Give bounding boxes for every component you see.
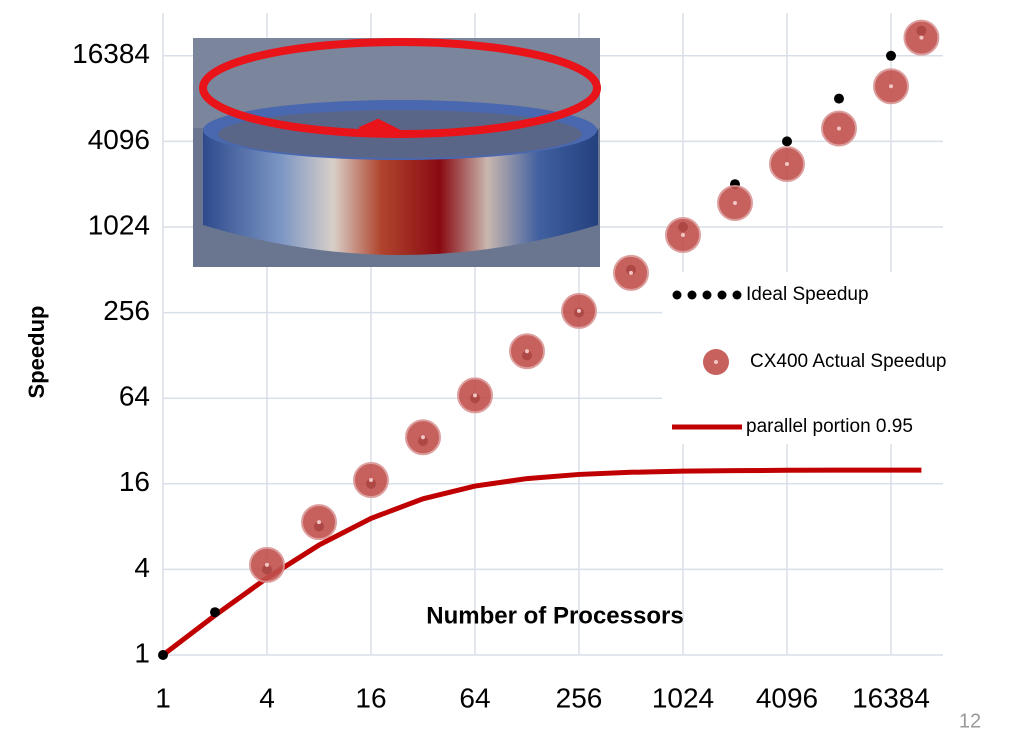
x-tick-label: 1	[155, 682, 171, 713]
data-point	[302, 505, 336, 539]
data-point	[354, 463, 388, 497]
x-tick-label: 1024	[652, 682, 714, 713]
x-axis-title: Number of Processors	[426, 602, 683, 629]
legend-label: parallel portion 0.95	[746, 416, 913, 437]
ideal-dot	[210, 607, 220, 617]
page-number: 12	[959, 710, 981, 732]
marker-center	[317, 520, 321, 524]
inset-image	[193, 38, 600, 267]
x-tick-label: 16384	[852, 682, 930, 713]
x-tick-label: 4	[259, 682, 275, 713]
y-tick-label: 16	[119, 466, 150, 497]
data-point	[718, 186, 752, 220]
data-point	[510, 334, 544, 368]
data-point	[458, 378, 492, 412]
ideal-dot	[782, 136, 792, 146]
marker-center	[785, 162, 789, 166]
legend-swatch	[673, 291, 682, 300]
x-tick-label: 4096	[756, 682, 818, 713]
chart: Ideal Speedup CX400 Actual Speedup paralle…	[0, 0, 1021, 734]
y-axis-title: Speedup	[24, 306, 49, 399]
marker-center	[837, 126, 841, 130]
data-point	[770, 147, 804, 181]
y-tick-label: 4	[134, 552, 150, 583]
legend-label: CX400 Actual Speedup	[750, 351, 947, 372]
y-tick-label: 4096	[88, 124, 150, 155]
y-tick-label: 16384	[72, 38, 150, 69]
y-tick-label: 1	[134, 637, 150, 668]
ideal-dot	[834, 94, 844, 104]
data-point	[874, 69, 908, 103]
data-point	[562, 294, 596, 328]
page: {"chart_data": {"type": "line", "xlabel"…	[0, 0, 1021, 734]
marker-center	[681, 233, 685, 237]
marker-center	[577, 309, 581, 313]
marker-center	[421, 435, 425, 439]
data-point	[666, 218, 700, 252]
y-tick-label: 64	[119, 381, 150, 412]
marker-center	[889, 84, 893, 88]
data-point	[250, 548, 284, 582]
y-tick-label: 256	[103, 295, 150, 326]
marker-center	[473, 393, 477, 397]
data-point	[406, 420, 440, 454]
legend-swatch	[703, 291, 712, 300]
x-tick-label: 16	[355, 682, 386, 713]
data-point	[904, 21, 938, 55]
marker-center	[919, 36, 923, 40]
marker-center	[369, 478, 373, 482]
y-tick-label: 1024	[88, 209, 150, 240]
marker-center	[265, 563, 269, 567]
legend-swatch	[688, 291, 697, 300]
ideal-dot	[158, 650, 168, 660]
legend-swatch	[733, 291, 742, 300]
marker-center	[525, 349, 529, 353]
legend-label: Ideal Speedup	[746, 284, 869, 305]
marker-center	[629, 271, 633, 275]
data-point	[614, 256, 648, 290]
marker-center	[733, 201, 737, 205]
ideal-dot	[886, 51, 896, 61]
legend-swatch	[714, 360, 718, 364]
legend-swatch	[718, 291, 727, 300]
x-tick-label: 64	[459, 682, 490, 713]
x-tick-label: 256	[556, 682, 603, 713]
data-point	[822, 111, 856, 145]
